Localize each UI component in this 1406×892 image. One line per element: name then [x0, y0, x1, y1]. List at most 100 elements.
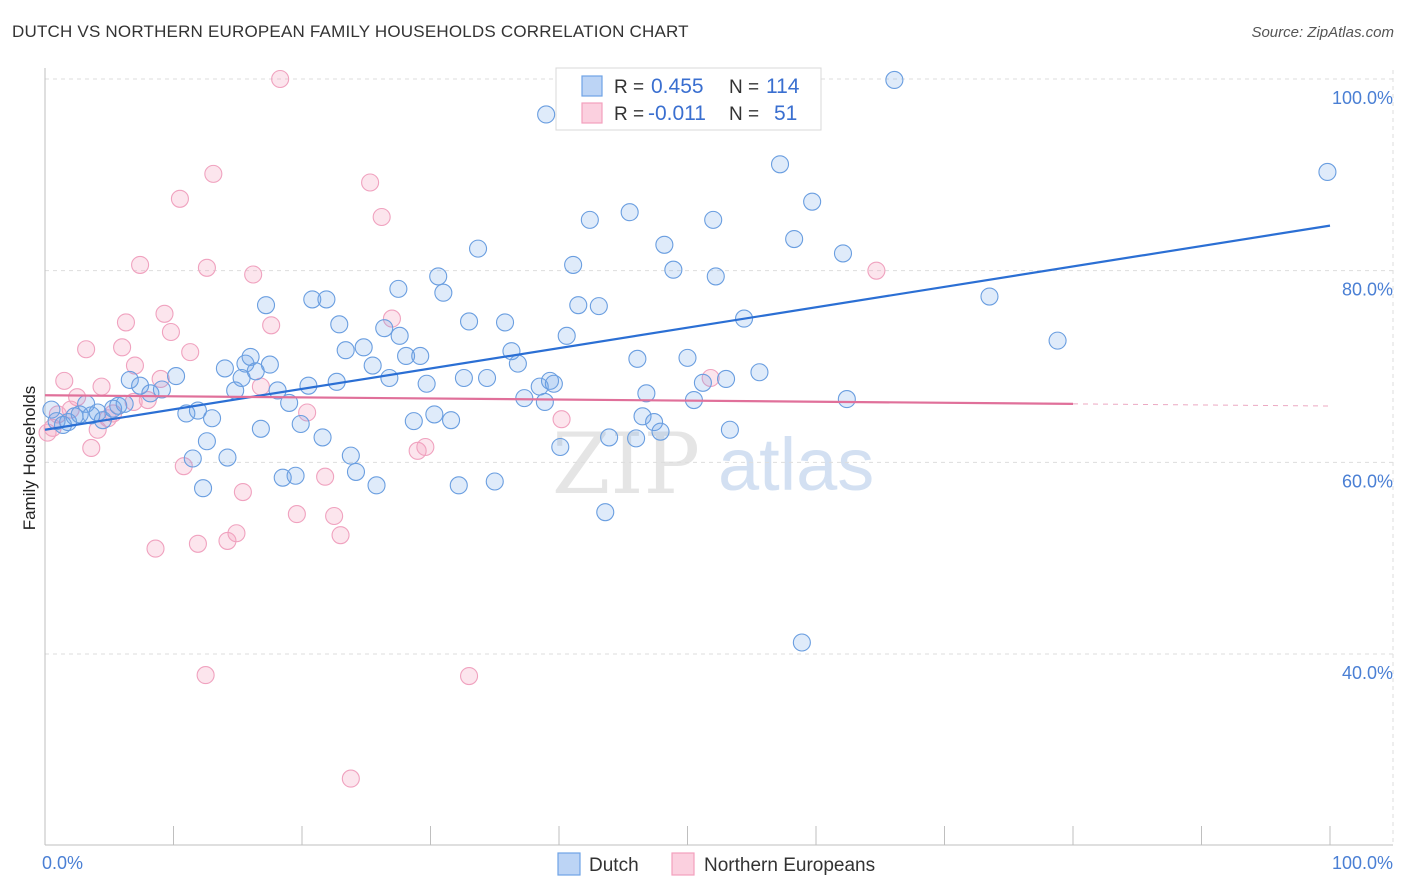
axes [44, 68, 1393, 846]
chart-title: DUTCH VS NORTHERN EUROPEAN FAMILY HOUSEH… [12, 22, 689, 41]
dutch-point [596, 503, 615, 522]
dutch-point [291, 414, 310, 434]
dutch-point [580, 210, 599, 229]
legend-r-value-2: -0.011 [648, 102, 706, 125]
northern-europeans-point [262, 316, 281, 335]
legend-n-label-1: N = [729, 77, 759, 98]
northern-europeans-point [372, 207, 391, 227]
dutch-point [336, 341, 355, 360]
dutch-point [770, 155, 790, 174]
dutch-point [833, 244, 853, 263]
bottom-legend-northern: Northern Europeans [704, 855, 875, 876]
y-tick-label: 60.0% [1342, 471, 1393, 491]
northern-europeans-point [77, 340, 96, 359]
dutch-point [434, 283, 453, 302]
x-tick-labels: 0.0% 100.0% [42, 853, 1393, 873]
dutch-point [299, 376, 318, 395]
dutch-point [564, 255, 583, 274]
legend-r-label-2: R = [614, 104, 644, 125]
y-tick-labels: 40.0% 60.0% 80.0% 100.0% [1332, 88, 1393, 683]
dutch-point [785, 229, 804, 249]
watermark-atlas: atlas [718, 423, 874, 506]
dutch-point [442, 411, 461, 430]
dutch-point [313, 428, 332, 447]
dutch-point [449, 476, 468, 495]
dutch-point [557, 326, 576, 345]
dutch-point [706, 267, 725, 286]
northern-europeans-point [244, 265, 263, 284]
dutch-point [600, 428, 619, 447]
dutch-point [544, 374, 563, 393]
dutch-point [637, 384, 656, 403]
dutch-point [194, 479, 213, 498]
bottom-legend-swatch-northern [671, 852, 695, 876]
dutch-point [109, 396, 128, 415]
bottom-legend: Dutch Northern Europeans [557, 852, 875, 876]
dutch-point [633, 407, 652, 426]
northern-europeans-point [316, 467, 335, 486]
dutch-point [704, 210, 723, 229]
dutch-point [551, 437, 570, 457]
dutch-point [131, 376, 150, 395]
dutch-point [411, 346, 430, 366]
dutch-point [589, 297, 608, 316]
northern-europeans-point [131, 255, 150, 274]
dutch-point [397, 346, 416, 366]
watermark-zip: ZIP [552, 415, 700, 513]
northern-europeans-point [125, 356, 144, 375]
northern-europeans-point [170, 189, 189, 208]
northern-europeans-point [82, 438, 101, 458]
dutch-point [390, 326, 409, 345]
northern-europeans-point [92, 377, 111, 396]
x-tick-label-min: 0.0% [42, 853, 83, 873]
dutch-point [628, 349, 647, 368]
dutch-point [197, 432, 216, 451]
legend-n-label-2: N = [729, 104, 759, 125]
dutch-point [115, 394, 134, 413]
northern-europeans-point [233, 482, 252, 502]
dutch-point [720, 420, 739, 439]
y-tick-label: 80.0% [1342, 280, 1393, 300]
dutch-point [354, 338, 373, 357]
northern-europeans-point [113, 338, 132, 357]
dutch-point [183, 449, 202, 468]
northern-europeans-point [116, 313, 136, 332]
dutch-point [167, 367, 186, 386]
dutch-trend-line [44, 224, 1331, 431]
northern-europeans-point [204, 164, 223, 183]
dutch-point [792, 633, 811, 652]
northern-europeans-point [271, 69, 290, 89]
dutch-point [215, 359, 234, 378]
northern-europeans-point [361, 173, 380, 192]
northern-europeans-point [55, 371, 74, 390]
dutch-points [42, 70, 1337, 652]
northern-europeans-trend-extension [1072, 403, 1331, 407]
northern-europeans-point [287, 505, 306, 524]
gridlines [45, 70, 1394, 845]
northern-europeans-point [227, 524, 246, 543]
dutch-point [569, 296, 588, 315]
dutch-point [42, 400, 61, 419]
northern-europeans-point [196, 666, 215, 685]
dutch-point [330, 315, 349, 334]
dutch-point [218, 448, 237, 467]
y-tick-label: 40.0% [1342, 663, 1393, 683]
northern-europeans-point [341, 769, 360, 788]
source-credit: Source: ZipAtlas.com [1251, 24, 1394, 41]
northern-europeans-point [155, 304, 174, 323]
dutch-point [750, 363, 769, 382]
northern-europeans-point [382, 309, 402, 328]
northern-europeans-point [124, 392, 143, 412]
dutch-point [141, 384, 160, 403]
dutch-point [1048, 331, 1067, 350]
dutch-point [693, 373, 712, 392]
northern-europeans-points [38, 69, 886, 788]
dutch-point [104, 399, 123, 418]
dutch-point [241, 347, 260, 366]
dutch-point [468, 239, 488, 258]
trend-lines [44, 224, 1331, 431]
dutch-point [341, 446, 360, 465]
dutch-point [627, 429, 646, 448]
dutch-point [459, 312, 479, 331]
